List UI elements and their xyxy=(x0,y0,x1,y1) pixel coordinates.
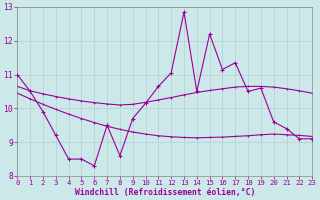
X-axis label: Windchill (Refroidissement éolien,°C): Windchill (Refroidissement éolien,°C) xyxy=(75,188,255,197)
